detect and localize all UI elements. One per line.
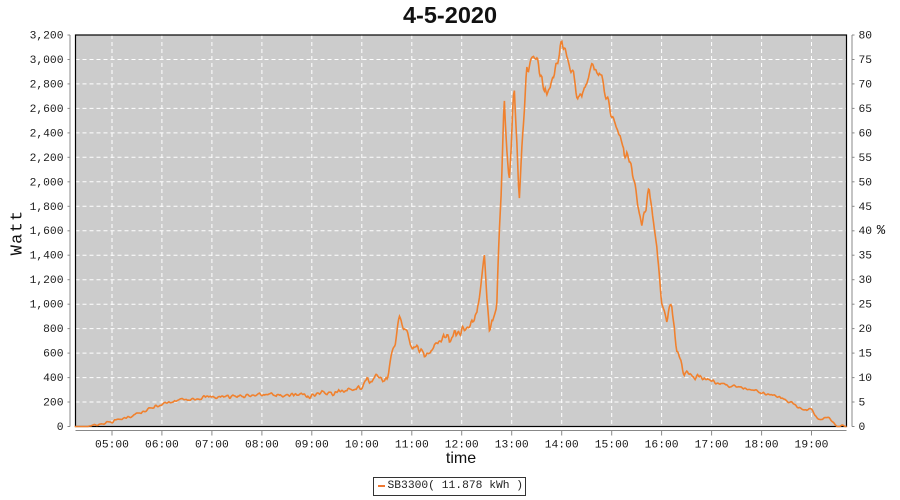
svg-text:25: 25 (859, 300, 873, 312)
svg-text:35: 35 (859, 251, 873, 263)
svg-text:0: 0 (859, 422, 866, 434)
svg-text:600: 600 (43, 349, 64, 361)
svg-text:2,800: 2,800 (30, 79, 64, 91)
svg-text:3,200: 3,200 (30, 31, 64, 43)
svg-text:0: 0 (57, 422, 64, 434)
svg-text:1,600: 1,600 (30, 226, 64, 238)
svg-text:80: 80 (859, 31, 873, 43)
svg-text:200: 200 (43, 398, 64, 410)
svg-text:2,600: 2,600 (30, 104, 64, 116)
svg-text:1,000: 1,000 (30, 300, 64, 312)
svg-text:2,400: 2,400 (30, 128, 64, 140)
svg-text:70: 70 (859, 79, 873, 91)
svg-text:1,800: 1,800 (30, 202, 64, 214)
svg-text:2,200: 2,200 (30, 153, 64, 165)
svg-text:10: 10 (859, 373, 873, 385)
svg-text:75: 75 (859, 55, 873, 67)
svg-text:15: 15 (859, 349, 873, 361)
svg-text:2,000: 2,000 (30, 177, 64, 189)
svg-text:1,400: 1,400 (30, 251, 64, 263)
svg-text:50: 50 (859, 177, 873, 189)
svg-text:1,200: 1,200 (30, 275, 64, 287)
svg-text:60: 60 (859, 128, 873, 140)
svg-text:400: 400 (43, 373, 64, 385)
svg-text:55: 55 (859, 153, 873, 165)
svg-text:20: 20 (859, 324, 873, 336)
svg-text:3,000: 3,000 (30, 55, 64, 67)
svg-text:800: 800 (43, 324, 64, 336)
svg-text:65: 65 (859, 104, 873, 116)
svg-text:5: 5 (859, 398, 866, 410)
svg-text:45: 45 (859, 202, 873, 214)
svg-text:30: 30 (859, 275, 873, 287)
